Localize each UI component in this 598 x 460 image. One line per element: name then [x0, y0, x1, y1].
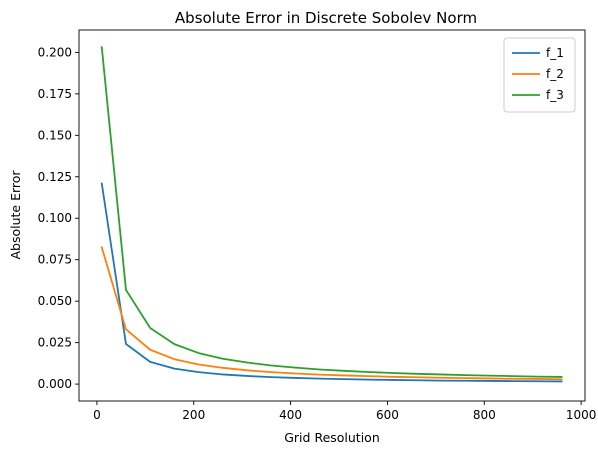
series-line-f-1	[100, 182, 563, 383]
x-tick-label: 400	[279, 408, 302, 422]
y-tick-label: 0.150	[38, 128, 72, 142]
series-line-f-2	[100, 246, 563, 381]
y-tick-label: 0.025	[38, 336, 72, 350]
axes-frame	[78, 29, 586, 402]
y-tick-label: 0.000	[38, 377, 72, 391]
x-tick-label: 0	[93, 408, 101, 422]
x-axis-title: Grid Resolution	[284, 430, 380, 445]
y-tick-label: 0.200	[38, 45, 72, 59]
y-tick-label: 0.075	[38, 253, 72, 267]
y-tick-label: 0.050	[38, 294, 72, 308]
series-layer	[100, 46, 563, 383]
legend: f_1 f_2 f_3	[503, 37, 576, 113]
legend-label-f-2: f_2	[546, 67, 564, 81]
y-axis-title: Absolute Error	[8, 170, 23, 260]
x-tick-label: 800	[473, 408, 496, 422]
y-tick-label: 0.125	[38, 170, 72, 184]
axes-layer: 0 200 400 600 800 1000 0.000 0.025 0.050 0.075 0.1…	[38, 29, 597, 422]
legend-label-f-3: f_3	[546, 88, 564, 102]
legend-label-f-1: f_1	[546, 46, 564, 60]
plot-area	[79, 30, 585, 401]
y-tick-label: 0.175	[38, 87, 72, 101]
x-tick-label: 200	[182, 408, 205, 422]
legend-box	[503, 37, 576, 113]
x-tick-label: 600	[376, 408, 399, 422]
chart-title: Absolute Error in Discrete Sobolev Norm	[175, 9, 477, 27]
x-tick-label: 1000	[566, 408, 597, 422]
series-line-f-3	[100, 46, 563, 378]
y-tick-label: 0.100	[38, 211, 72, 225]
